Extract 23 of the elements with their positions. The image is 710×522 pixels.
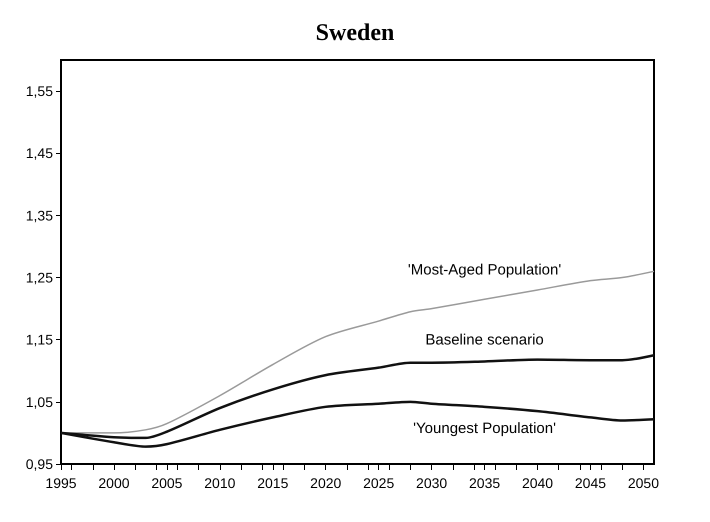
y-tick-label: 1,25 [26,270,54,286]
x-tick-label: 2020 [310,475,342,491]
x-tick-label: 2025 [363,475,394,491]
y-tick-label: 1,55 [26,83,54,100]
x-tick-label: 2005 [151,475,183,491]
y-tick-label: 1,15 [26,332,54,348]
x-tick-label: 2010 [204,475,236,491]
series-label: Baseline scenario [425,331,544,348]
series-label: 'Most-Aged Population' [408,261,562,278]
x-tick-label: 2035 [468,475,500,491]
x-tick-label: 2040 [522,475,554,491]
series-label: 'Youngest Population' [413,420,556,437]
x-tick-label: 2030 [416,475,448,491]
x-tick-label: 1995 [45,475,77,491]
y-tick-label: 0,95 [26,456,54,472]
x-tick-label: 2045 [574,475,606,491]
x-tick-label: 2015 [257,475,289,491]
chart-title: Sweden [316,20,394,46]
y-tick-label: 1,45 [26,145,54,162]
x-tick-label: 2050 [628,475,660,491]
y-tick-label: 1,35 [26,207,54,224]
x-tick-label: 2000 [98,475,130,491]
y-tick-label: 1,05 [26,394,54,410]
